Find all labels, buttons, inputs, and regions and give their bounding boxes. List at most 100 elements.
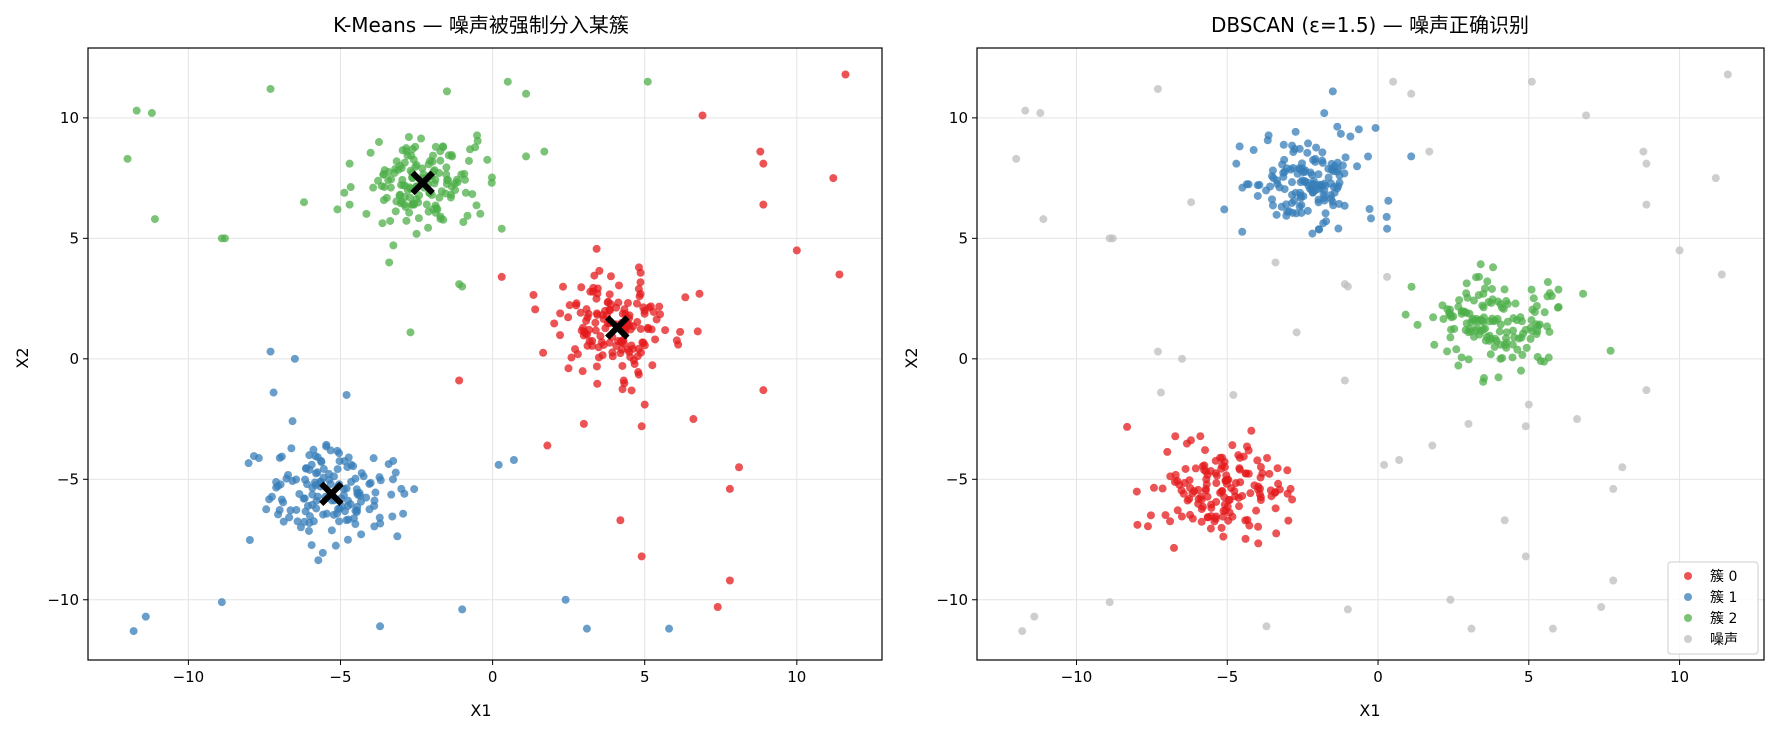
kmeans-series-0-point <box>759 200 768 209</box>
kmeans-series-0-point <box>608 348 617 357</box>
dbscan-x-axis-label: X1 <box>1359 701 1380 720</box>
dbscan-series-1-point <box>1282 200 1291 209</box>
kmeans-series-0-point <box>565 301 574 310</box>
dbscan-series-0-point <box>1197 495 1206 504</box>
kmeans-series-0-point <box>627 341 636 350</box>
dbscan-series-2-point <box>1463 293 1472 302</box>
kmeans-series-2-point <box>345 200 354 209</box>
dbscan-series-1-point <box>1318 148 1327 157</box>
kmeans-series-1-point <box>322 442 331 451</box>
dbscan-series-3-point <box>1548 624 1557 633</box>
dbscan-series-1-point <box>1244 180 1253 189</box>
dbscan-series-1-point <box>1319 219 1328 228</box>
kmeans-series-2-point <box>366 148 375 157</box>
dbscan-series-0-point <box>1228 441 1237 450</box>
kmeans-series-2-point <box>442 87 451 96</box>
kmeans-y-tick-label: −5 <box>57 470 79 488</box>
kmeans-series-0-point <box>835 270 844 279</box>
dbscan-series-0-point <box>1179 489 1188 498</box>
dbscan-series-1-point <box>1383 224 1392 233</box>
kmeans-series-0-point <box>539 348 548 357</box>
kmeans-series-0-point <box>640 309 649 318</box>
kmeans-series-1-point <box>331 541 340 550</box>
kmeans-series-0-point <box>676 327 685 336</box>
dbscan-series-1-point <box>1279 140 1288 149</box>
kmeans-series-0-point <box>636 324 645 333</box>
kmeans-series-2-point <box>406 328 415 337</box>
kmeans-series-2-point <box>424 223 433 232</box>
kmeans-series-2-point <box>458 282 467 291</box>
dbscan-series-3-point <box>1609 576 1618 585</box>
dbscan-series-2-point <box>1462 279 1471 288</box>
dbscan-series-0-point <box>1220 463 1229 472</box>
kmeans-series-2-point <box>459 217 468 226</box>
kmeans-series-0-point <box>634 284 643 293</box>
dbscan-series-1-point <box>1232 159 1241 168</box>
kmeans-series-0-point <box>725 576 734 585</box>
dbscan-legend-box <box>1667 561 1759 655</box>
dbscan-series-1-point <box>1308 229 1317 238</box>
kmeans-series-0-point <box>497 272 506 281</box>
dbscan-series-1-point <box>1407 152 1416 161</box>
kmeans-series-0-point <box>606 272 615 281</box>
dbscan-series-0-point <box>1182 439 1191 448</box>
dbscan-series-1-point <box>1268 201 1277 210</box>
kmeans-series-0-point <box>614 298 623 307</box>
dbscan-series-3-point <box>1153 84 1162 93</box>
kmeans-series-1-point <box>582 624 591 633</box>
dbscan-series-3-point <box>1675 246 1684 255</box>
dbscan-series-2-point <box>1496 354 1505 363</box>
dbscan-y-axis-label: X2 <box>902 347 921 368</box>
kmeans-series-0-point <box>648 361 657 370</box>
dbscan-series-1-point <box>1283 164 1292 173</box>
dbscan-series-1-point <box>1279 172 1288 181</box>
kmeans-series-2-point <box>394 165 403 174</box>
kmeans-series-0-point <box>640 400 649 409</box>
kmeans-series-0-point <box>594 353 603 362</box>
dbscan-series-2-point <box>1452 345 1461 354</box>
dbscan-series-0-point <box>1252 506 1261 515</box>
kmeans-series-2-point <box>385 258 394 267</box>
dbscan-series-1-point <box>1298 159 1307 168</box>
kmeans-series-1-point <box>274 510 283 519</box>
dbscan-series-1-point <box>1267 195 1276 204</box>
kmeans-series-2-point <box>468 190 477 199</box>
kmeans-series-0-point <box>592 244 601 253</box>
dbscan-series-0-point <box>1203 513 1212 522</box>
dbscan-series-3-point <box>1030 612 1039 621</box>
dbscan-series-0-point <box>1201 467 1210 476</box>
kmeans-y-tick-label: 0 <box>69 350 79 368</box>
kmeans-series-2-point <box>132 106 141 115</box>
kmeans-y-axis-label: X2 <box>13 347 32 368</box>
kmeans-series-2-point <box>369 183 378 192</box>
kmeans-series-1-point <box>330 472 339 481</box>
kmeans-series-0-point <box>576 308 585 317</box>
kmeans-series-0-point <box>618 361 627 370</box>
dbscan-series-3-point <box>1521 422 1530 431</box>
kmeans-series-0-point <box>636 278 645 287</box>
kmeans-series-0-point <box>579 419 588 428</box>
dbscan-series-0-point <box>1163 447 1172 456</box>
dbscan-series-0-point <box>1256 493 1265 502</box>
dbscan-series-3-point <box>1343 605 1352 614</box>
dbscan-series-2-point <box>1492 337 1501 346</box>
dbscan-series-1-point <box>1296 188 1305 197</box>
dbscan-series-2-point <box>1502 343 1511 352</box>
dbscan-series-1-point <box>1371 123 1380 132</box>
dbscan-series-1-point <box>1238 227 1247 236</box>
kmeans-series-0-point <box>573 350 582 359</box>
dbscan-series-2-point <box>1497 303 1506 312</box>
dbscan-legend-marker <box>1684 614 1692 622</box>
kmeans-series-2-point <box>422 200 431 209</box>
dbscan-series-3-point <box>1582 111 1591 120</box>
dbscan-series-2-point <box>1518 350 1527 359</box>
kmeans-series-1-point <box>290 354 299 363</box>
dbscan-series-1-point <box>1320 109 1329 118</box>
kmeans-series-2-point <box>424 207 433 216</box>
kmeans-series-0-point <box>735 463 744 472</box>
kmeans-series-2-point <box>386 183 395 192</box>
dbscan-series-0-point <box>1225 495 1234 504</box>
kmeans-series-0-point <box>644 325 653 334</box>
dbscan-axes-frame <box>976 47 1765 661</box>
kmeans-series-0-point <box>618 309 627 318</box>
